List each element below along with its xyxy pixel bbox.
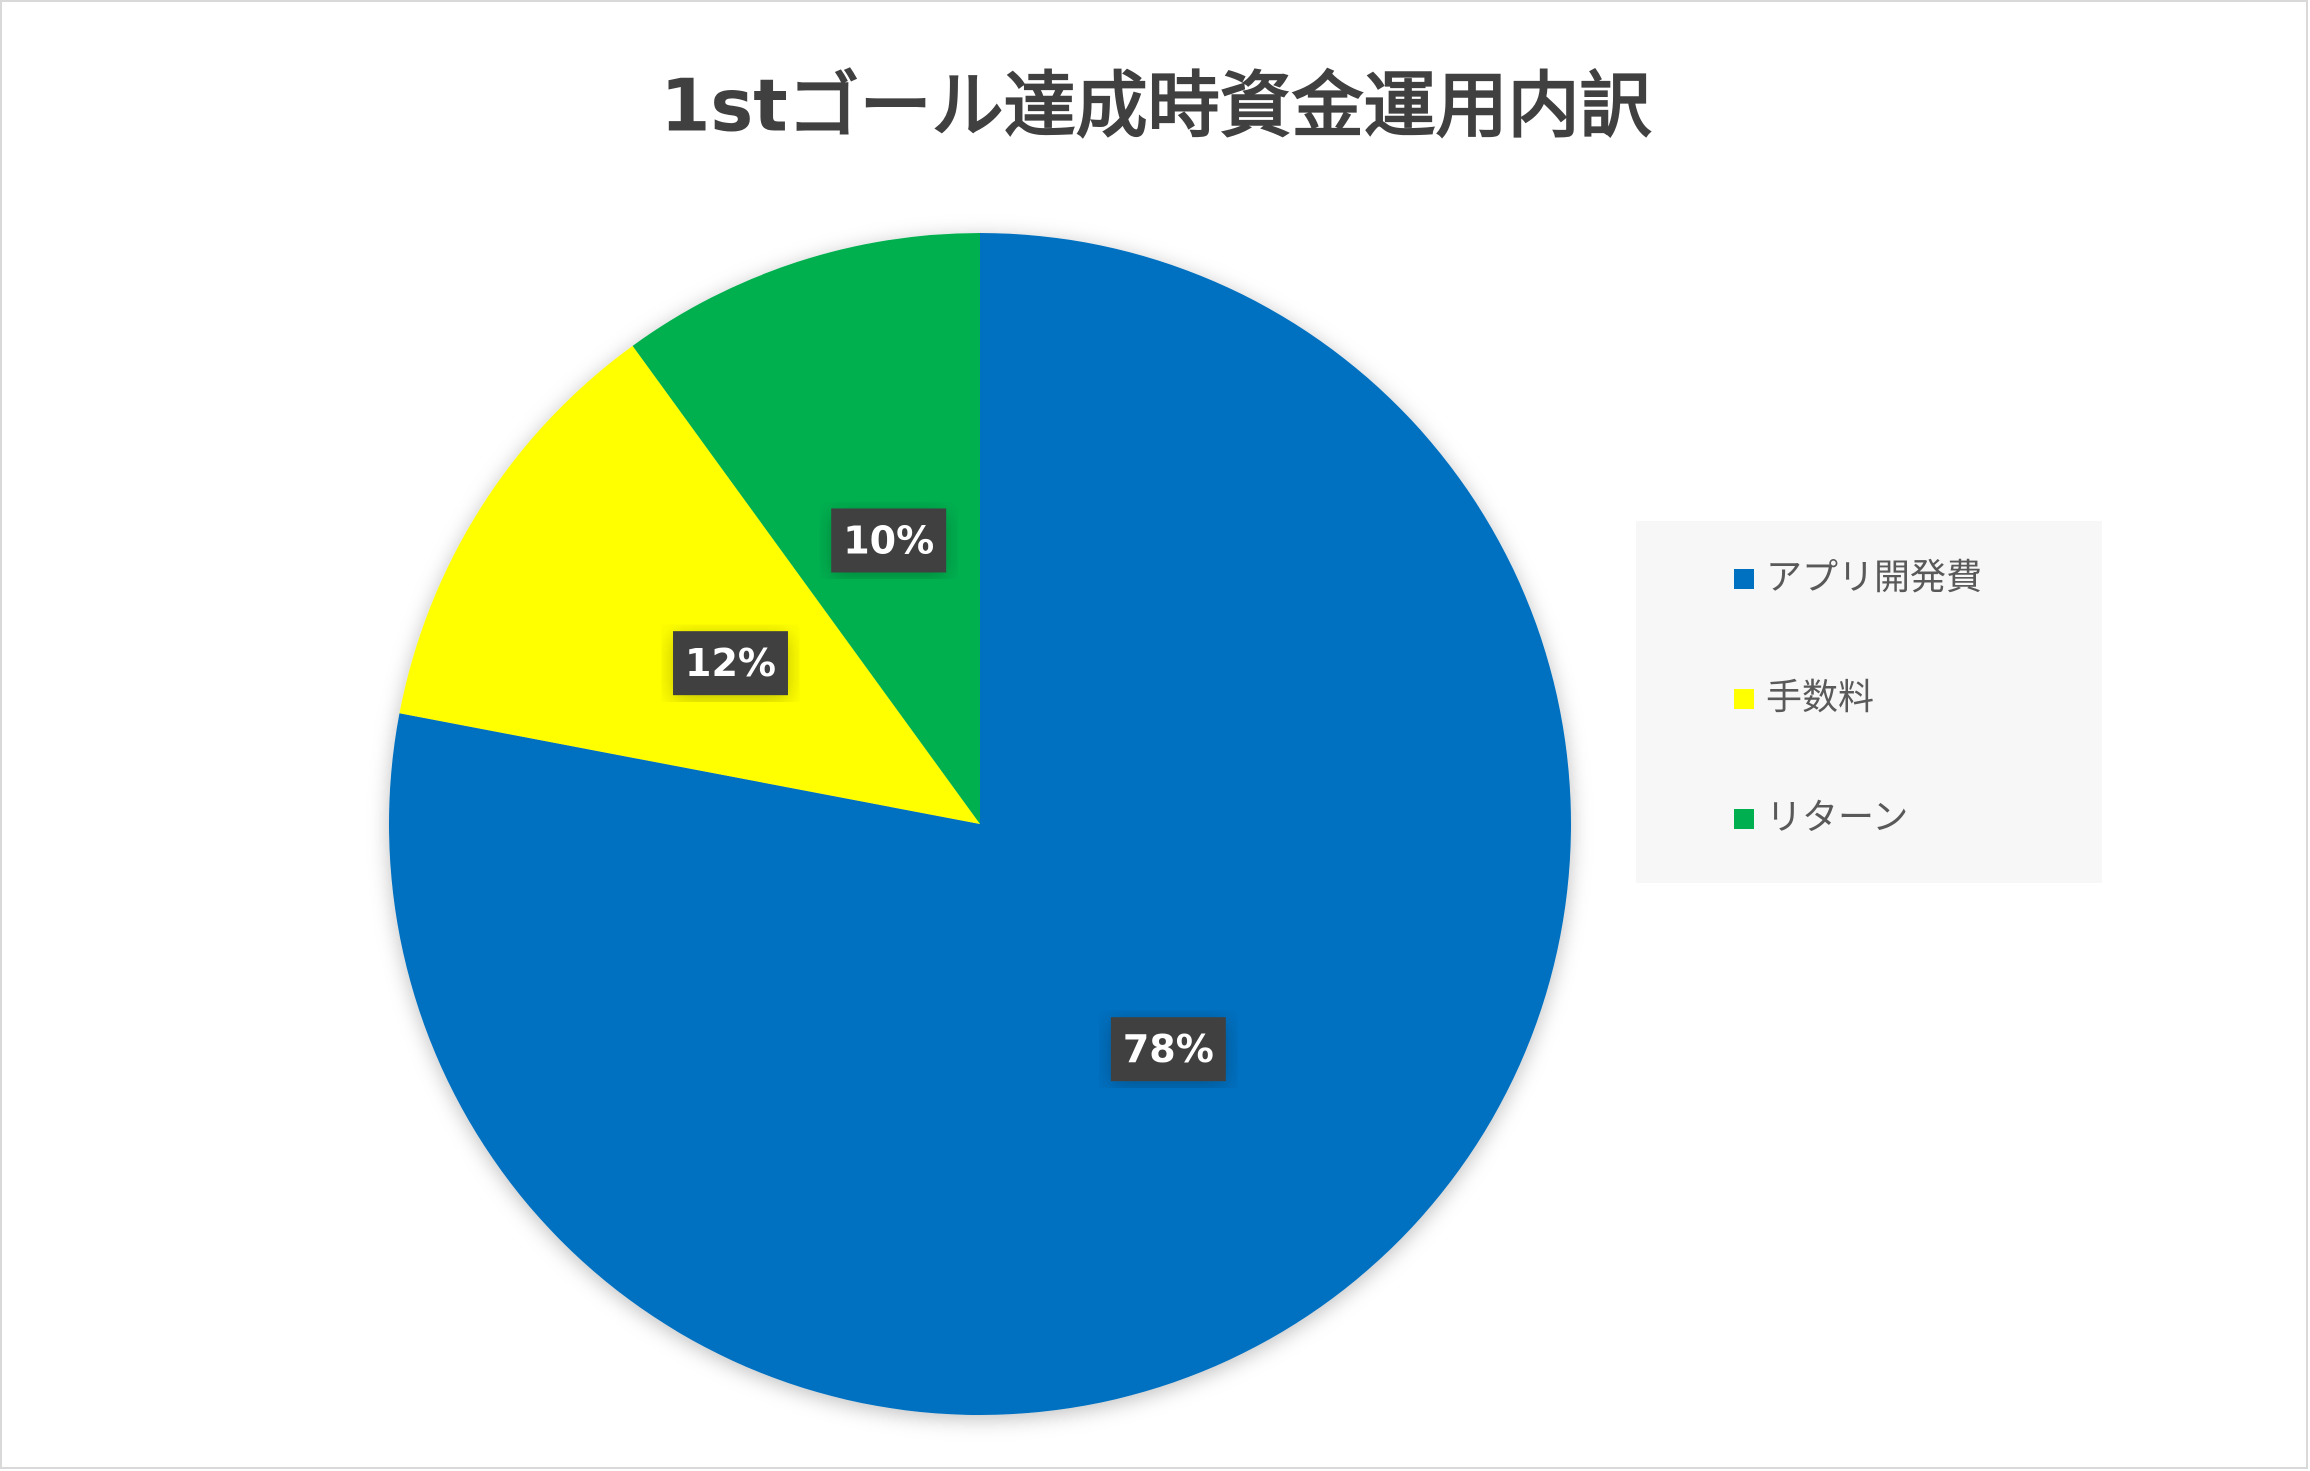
legend-label: アプリ開発費 [1766,557,1982,598]
pie [388,233,1571,1415]
data-label-box [673,631,788,696]
legend-swatch [1734,689,1754,709]
legend-label: 手数料 [1766,677,1874,718]
legend-swatch [1734,569,1754,589]
legend-box [1636,521,2102,883]
data-label: 78% [1123,1027,1214,1071]
chart-title: 1stゴール達成時資金運用内訳 [660,64,1652,148]
data-label-box [1110,1017,1226,1082]
pie-slice [399,345,980,824]
data-label: 12% [685,641,776,685]
pie-slice [388,233,1571,1415]
legend-swatch [1734,809,1754,829]
data-label: 10% [843,518,934,562]
pie-slice [632,233,980,824]
data-label-box [831,508,947,573]
legend-label: リターン [1766,797,1908,838]
